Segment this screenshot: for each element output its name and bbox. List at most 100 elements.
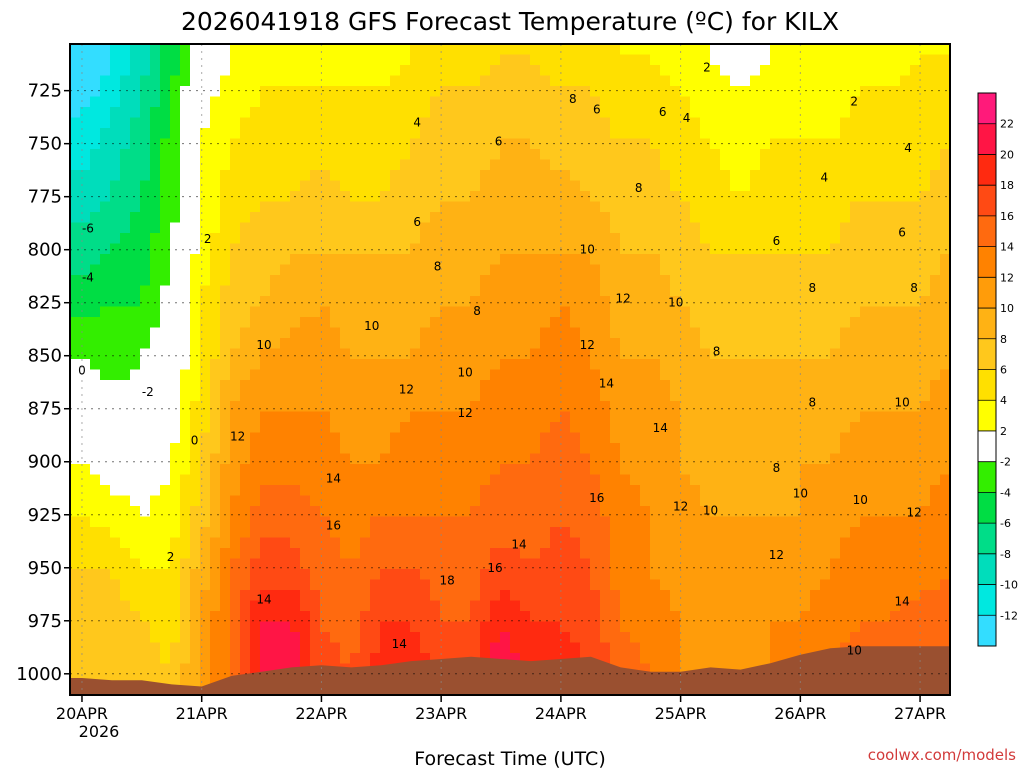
temperature-cell bbox=[370, 558, 381, 570]
temperature-cell bbox=[850, 128, 861, 140]
temperature-cell bbox=[460, 390, 471, 402]
temperature-cell bbox=[90, 317, 101, 329]
temperature-cell bbox=[700, 537, 711, 549]
temperature-cell bbox=[100, 170, 111, 182]
temperature-cell bbox=[120, 138, 131, 150]
temperature-cell bbox=[530, 359, 541, 371]
temperature-cell bbox=[420, 191, 431, 203]
temperature-cell bbox=[750, 579, 761, 591]
temperature-cell bbox=[100, 590, 111, 602]
temperature-cell bbox=[380, 495, 391, 507]
temperature-cell bbox=[790, 411, 801, 423]
temperature-cell bbox=[90, 86, 101, 98]
temperature-cell bbox=[660, 569, 671, 581]
temperature-cell bbox=[500, 600, 511, 612]
temperature-cell bbox=[70, 474, 81, 486]
temperature-cell bbox=[190, 212, 201, 224]
temperature-cell bbox=[310, 453, 321, 465]
temperature-cell bbox=[250, 65, 261, 77]
temperature-cell bbox=[620, 432, 631, 444]
temperature-cell bbox=[830, 338, 841, 350]
temperature-cell bbox=[470, 243, 481, 255]
temperature-cell bbox=[680, 159, 691, 171]
temperature-cell bbox=[730, 296, 741, 308]
temperature-cell bbox=[830, 149, 841, 161]
temperature-cell bbox=[110, 632, 121, 644]
temperature-cell bbox=[270, 453, 281, 465]
temperature-cell bbox=[370, 296, 381, 308]
temperature-cell bbox=[570, 180, 581, 192]
temperature-cell bbox=[150, 369, 161, 381]
temperature-cell bbox=[850, 422, 861, 434]
temperature-cell bbox=[200, 537, 211, 549]
temperature-cell bbox=[780, 117, 791, 129]
temperature-cell bbox=[240, 548, 251, 560]
temperature-cell bbox=[210, 674, 221, 686]
temperature-cell bbox=[150, 275, 161, 287]
temperature-cell bbox=[500, 548, 511, 560]
temperature-cell bbox=[400, 527, 411, 539]
temperature-cell bbox=[370, 390, 381, 402]
temperature-cell bbox=[840, 149, 851, 161]
temperature-cell bbox=[780, 474, 791, 486]
temperature-cell bbox=[280, 149, 291, 161]
temperature-cell bbox=[220, 642, 231, 654]
temperature-cell bbox=[660, 327, 671, 339]
temperature-cell bbox=[770, 411, 781, 423]
temperature-cell bbox=[760, 569, 771, 581]
temperature-cell bbox=[70, 600, 81, 612]
temperature-cell bbox=[590, 590, 601, 602]
temperature-cell bbox=[450, 464, 461, 476]
temperature-cell bbox=[860, 159, 871, 171]
temperature-cell bbox=[700, 170, 711, 182]
temperature-cell bbox=[320, 506, 331, 518]
temperature-cell bbox=[710, 275, 721, 287]
temperature-cell bbox=[230, 138, 241, 150]
temperature-cell bbox=[310, 180, 321, 192]
temperature-cell bbox=[260, 569, 271, 581]
temperature-cell bbox=[450, 86, 461, 98]
temperature-cell bbox=[460, 306, 471, 318]
temperature-cell bbox=[540, 653, 551, 665]
temperature-cell bbox=[180, 632, 191, 644]
temperature-cell bbox=[250, 558, 261, 570]
temperature-cell bbox=[840, 44, 851, 56]
temperature-cell bbox=[240, 359, 251, 371]
temperature-cell bbox=[830, 222, 841, 234]
temperature-cell bbox=[360, 212, 371, 224]
temperature-cell bbox=[710, 443, 721, 455]
temperature-cell bbox=[580, 317, 591, 329]
temperature-cell bbox=[90, 306, 101, 318]
temperature-cell bbox=[520, 537, 531, 549]
temperature-cell bbox=[690, 390, 701, 402]
temperature-cell bbox=[390, 243, 401, 255]
temperature-cell bbox=[690, 275, 701, 287]
temperature-cell bbox=[320, 338, 331, 350]
temperature-cell bbox=[540, 264, 551, 276]
temperature-cell bbox=[220, 632, 231, 644]
temperature-cell bbox=[470, 443, 481, 455]
temperature-cell bbox=[80, 642, 91, 654]
temperature-cell bbox=[770, 317, 781, 329]
temperature-cell bbox=[170, 285, 181, 297]
temperature-cell bbox=[150, 411, 161, 423]
temperature-cell bbox=[860, 275, 871, 287]
temperature-cell bbox=[180, 317, 191, 329]
temperature-cell bbox=[800, 380, 811, 392]
temperature-cell bbox=[380, 212, 391, 224]
temperature-cell bbox=[420, 180, 431, 192]
temperature-cell bbox=[170, 611, 181, 623]
temperature-cell bbox=[640, 590, 651, 602]
temperature-cell bbox=[270, 285, 281, 297]
temperature-cell bbox=[190, 138, 201, 150]
temperature-cell bbox=[370, 222, 381, 234]
temperature-cell bbox=[500, 611, 511, 623]
temperature-cell bbox=[630, 516, 641, 528]
temperature-cell bbox=[450, 159, 461, 171]
temperature-cell bbox=[510, 621, 521, 633]
temperature-cell bbox=[620, 653, 631, 665]
temperature-cell bbox=[730, 642, 741, 654]
temperature-cell bbox=[700, 243, 711, 255]
temperature-cell bbox=[520, 590, 531, 602]
temperature-cell bbox=[480, 306, 491, 318]
